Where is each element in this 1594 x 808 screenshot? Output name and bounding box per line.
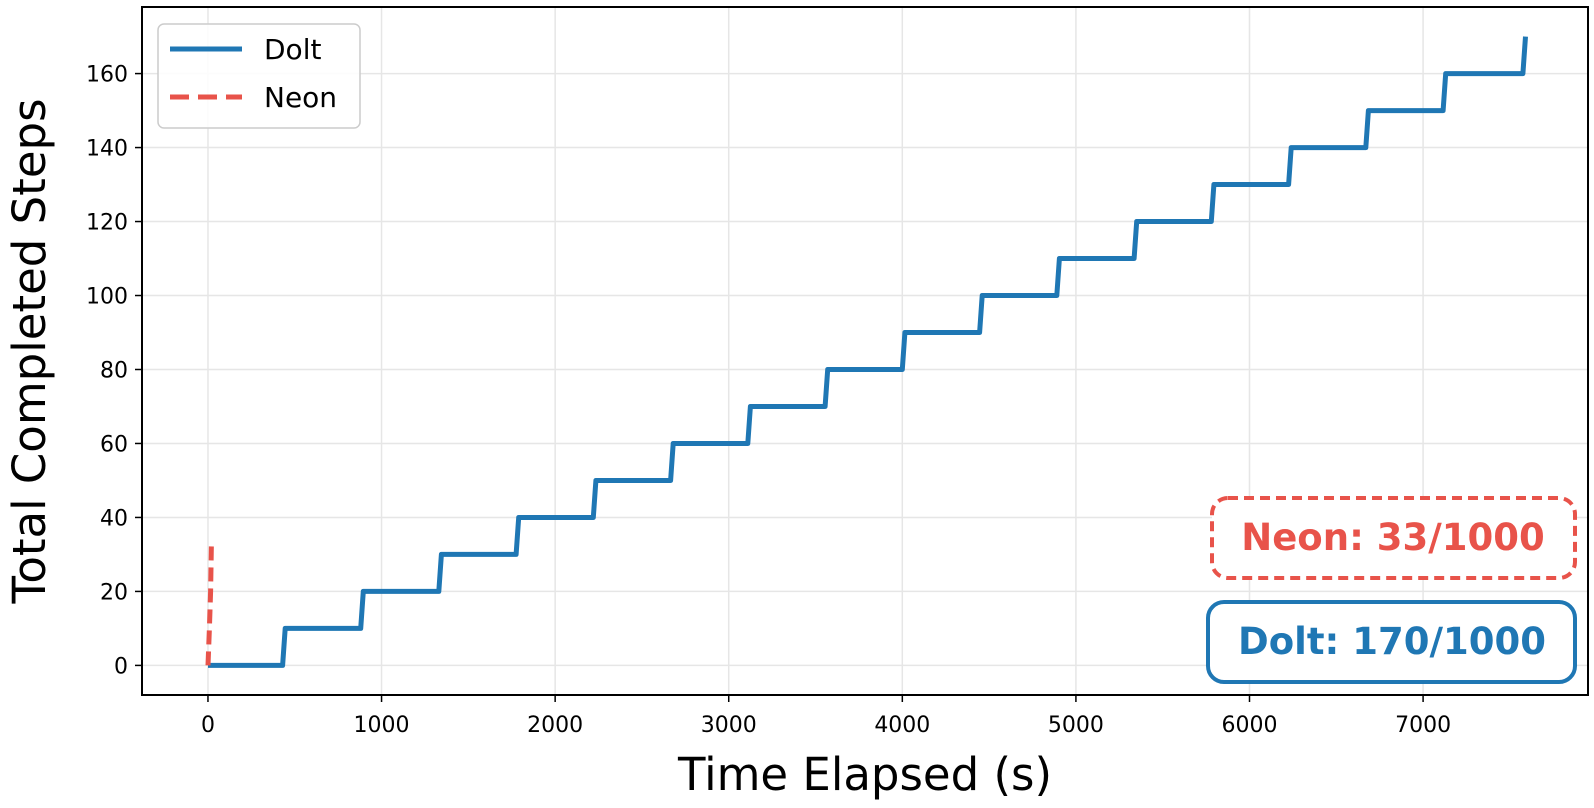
x-tick-label: 0 (201, 713, 215, 738)
x-tick-label: 6000 (1222, 713, 1278, 738)
y-tick-label: 80 (100, 358, 128, 383)
neon-annotation-text: Neon: 33/1000 (1241, 516, 1544, 559)
x-tick-label: 2000 (527, 713, 583, 738)
neon-annotation-box (1210, 496, 1577, 580)
series-layer (205, 36, 1528, 668)
legend-label-neon: Neon (264, 81, 337, 114)
y-tick-label: 100 (86, 285, 128, 310)
legend-label-dolt: Dolt (264, 33, 321, 66)
dolt-annotation-text: Dolt: 170/1000 (1238, 620, 1546, 663)
dolt-annotation: Dolt: 170/1000 (1206, 600, 1577, 684)
series-line-neon (205, 543, 214, 666)
neon-annotation: Neon: 33/1000 (1210, 496, 1577, 580)
y-tick-label: 120 (86, 211, 128, 236)
plot-background (142, 7, 1588, 695)
y-axis-title: Total Completed Steps (3, 98, 56, 604)
dolt-annotation-box (1206, 600, 1577, 684)
x-tick-label: 3000 (701, 713, 757, 738)
legend: Dolt Neon (157, 23, 361, 129)
x-tick-label: 5000 (1048, 713, 1104, 738)
y-tick-label: 160 (86, 63, 128, 88)
ticks: 0 1000 2000 3000 4000 5000 6000 7000 0 20 40 60 80 10… (86, 63, 1451, 738)
plot-frame (141, 6, 1589, 696)
y-tick-label: 20 (100, 580, 128, 605)
x-axis-title: Time Elapsed (s) (677, 748, 1052, 801)
series-line-dolt (208, 36, 1528, 668)
x-tick-label: 7000 (1395, 713, 1451, 738)
y-tick-label: 140 (86, 137, 128, 162)
y-tick-label: 0 (114, 654, 128, 679)
y-tick-label: 40 (100, 506, 128, 531)
x-tick-label: 1000 (354, 713, 410, 738)
y-tick-label: 60 (100, 432, 128, 457)
x-tick-label: 4000 (874, 713, 930, 738)
